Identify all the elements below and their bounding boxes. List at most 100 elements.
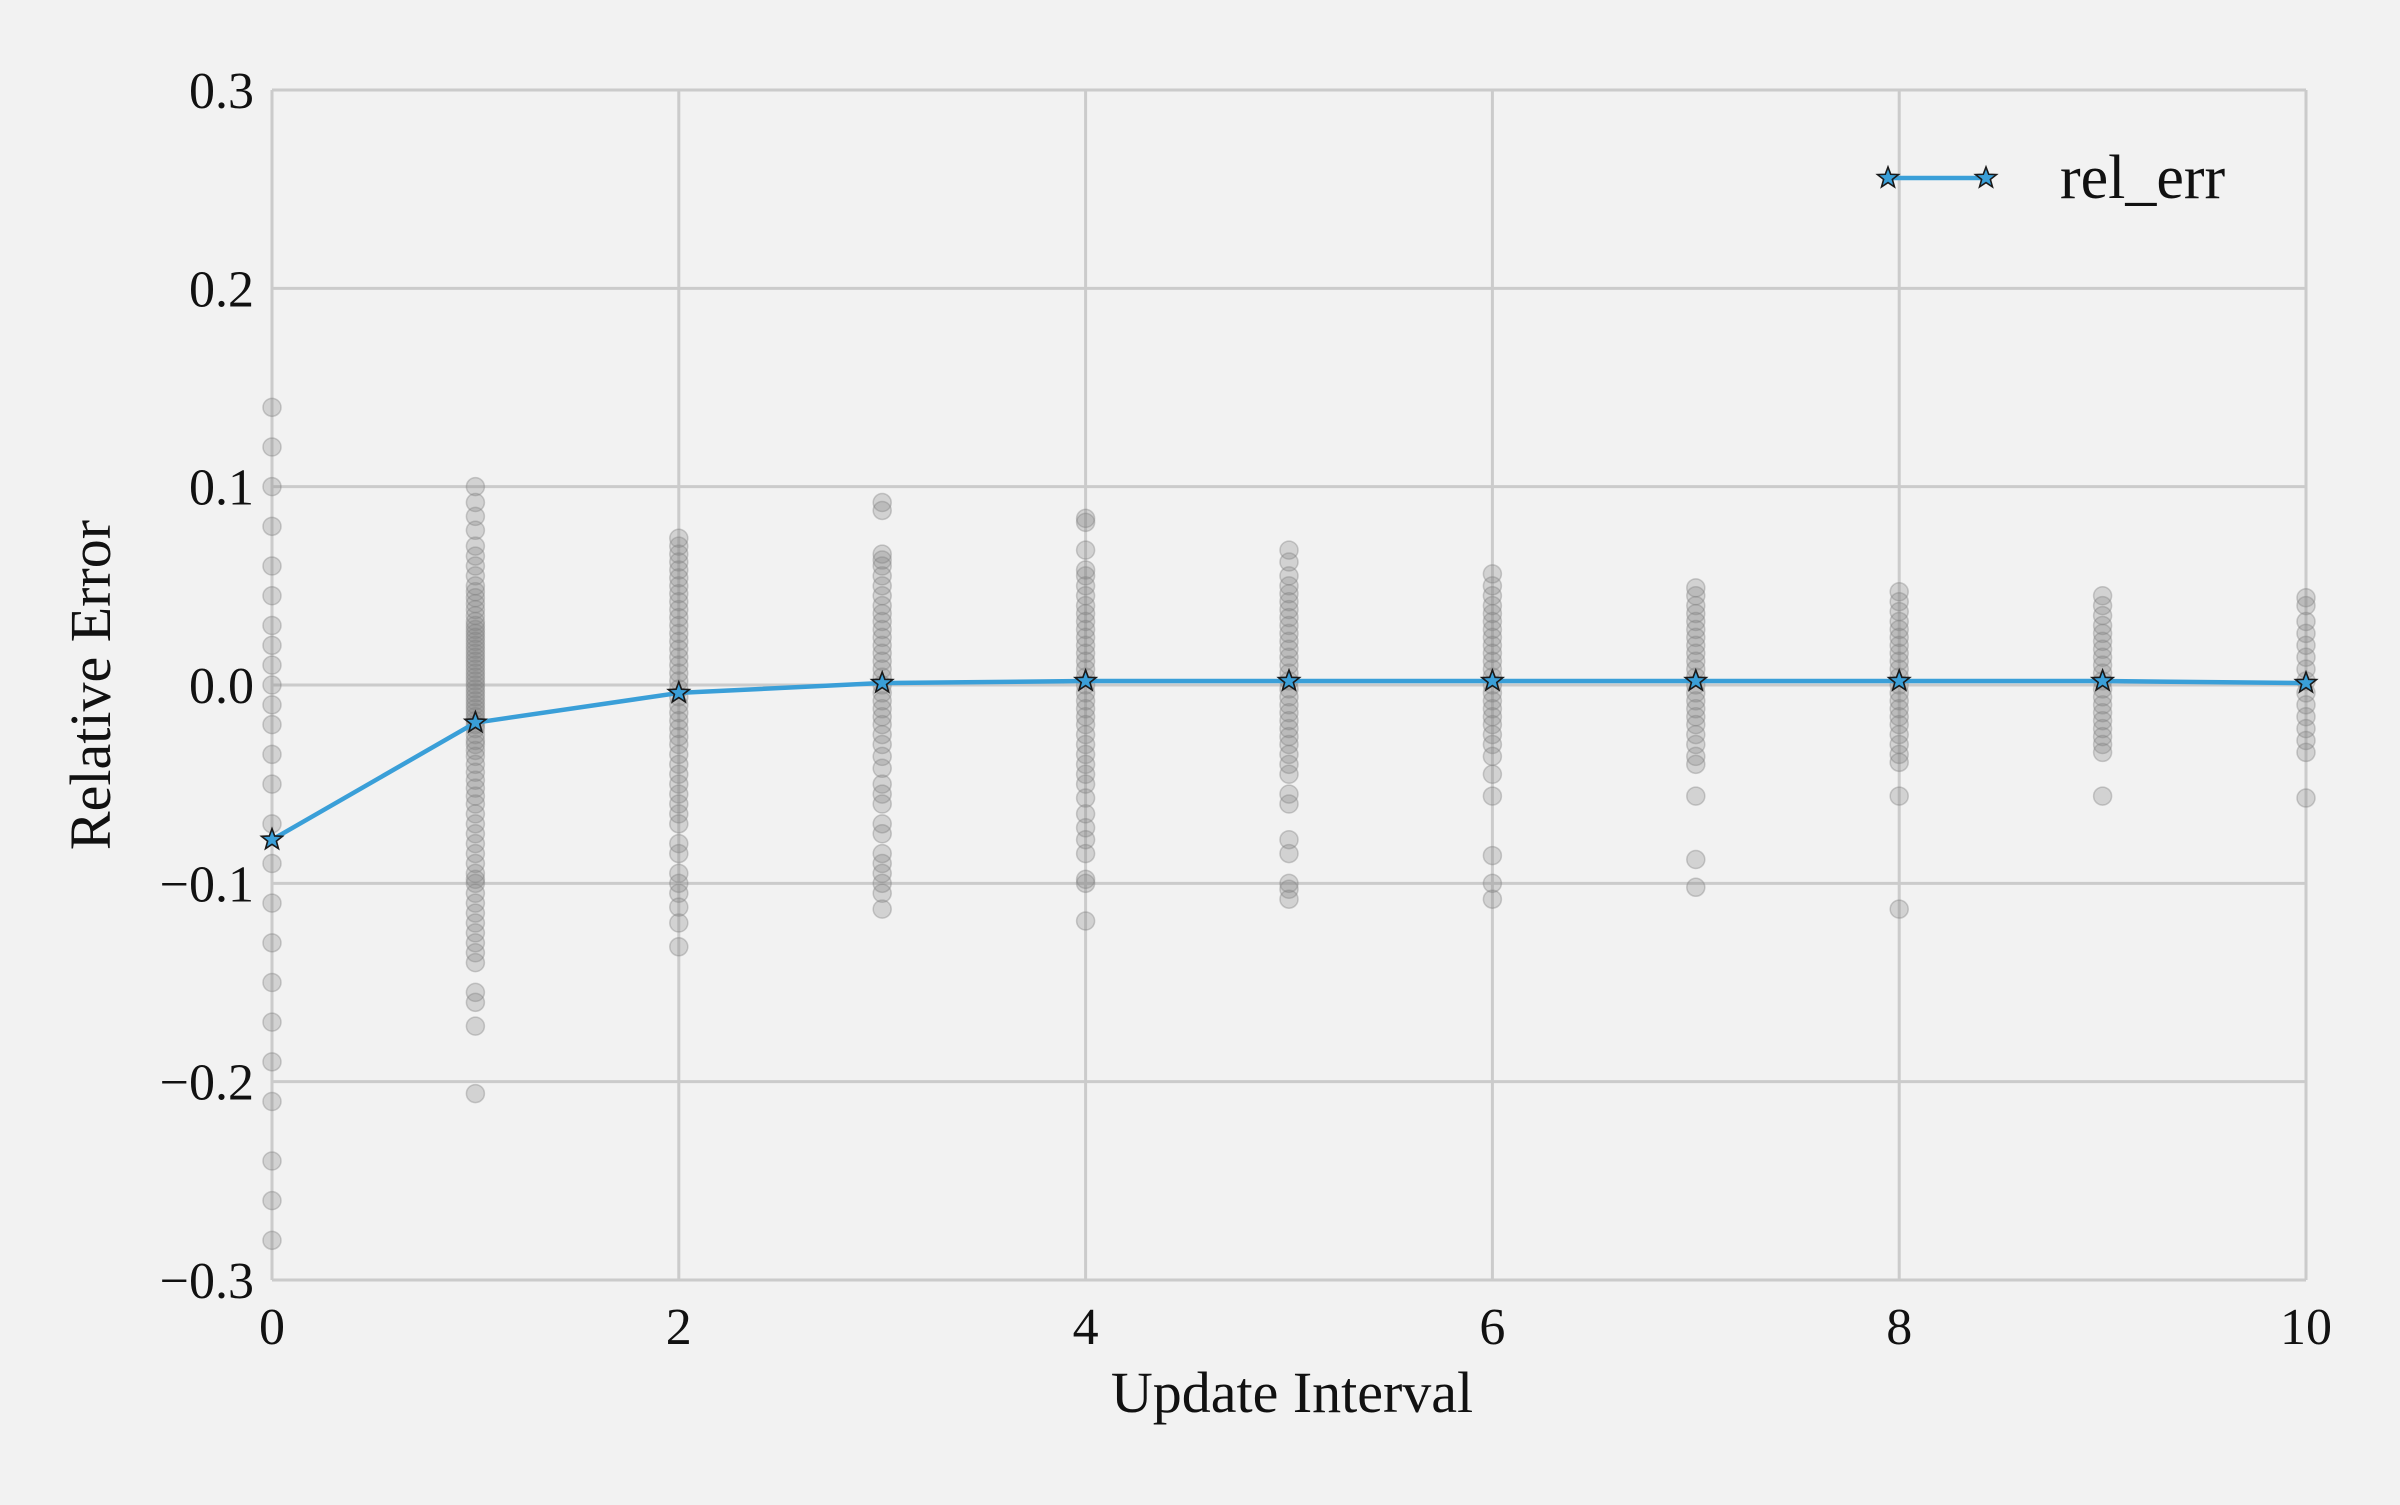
scatter-point-1-13 bbox=[465, 605, 486, 626]
scatter-point-9-1 bbox=[2092, 595, 2113, 616]
scatter-point-2-36 bbox=[669, 843, 689, 864]
scatter-point-2-4 bbox=[669, 560, 689, 580]
scatter-point-4-27 bbox=[1075, 764, 1096, 784]
scatter-point-0-12 bbox=[262, 744, 282, 765]
scatter-point-10-11 bbox=[2296, 718, 2316, 739]
scatter-point-8-6 bbox=[1889, 635, 1909, 656]
scatter-point-0-4 bbox=[262, 556, 282, 576]
scatter-point-1-7 bbox=[465, 566, 486, 586]
scatter-point-4-29 bbox=[1075, 788, 1096, 808]
y-tick-label-1: −0.2 bbox=[160, 1055, 254, 1112]
scatter-point-0-16 bbox=[262, 893, 282, 913]
scatter-point-1-44 bbox=[465, 734, 486, 755]
scatter-point-4-19 bbox=[1075, 691, 1096, 711]
scatter-point-3-6 bbox=[872, 576, 892, 596]
scatter-point-5-7 bbox=[1279, 607, 1299, 628]
scatter-point-4-13 bbox=[1075, 643, 1096, 664]
series-marker-5 bbox=[1276, 667, 1302, 692]
scatter-point-2-28 bbox=[669, 754, 689, 775]
scatter-point-10-9 bbox=[2296, 695, 2316, 715]
series-marker-0 bbox=[259, 826, 285, 851]
scatter-point-1-71 bbox=[465, 992, 486, 1013]
scatter-point-3-24 bbox=[872, 724, 892, 745]
scatter-point-6-22 bbox=[1482, 764, 1503, 784]
x-tick-label-5: 10 bbox=[2280, 1299, 2332, 1356]
scatter-point-7-22 bbox=[1686, 786, 1706, 806]
scatter-point-1-31 bbox=[465, 679, 486, 699]
scatter-point-10-3 bbox=[2296, 623, 2316, 644]
x-tick-label-1: 2 bbox=[666, 1299, 692, 1356]
scatter-point-1-12 bbox=[465, 599, 486, 620]
scatter-point-2-32 bbox=[669, 794, 689, 814]
y-tick-label-3: 0.0 bbox=[189, 658, 254, 715]
scatter-point-1-58 bbox=[465, 853, 486, 874]
legend: rel_err bbox=[1875, 144, 2226, 212]
scatter-point-3-20 bbox=[872, 691, 892, 711]
scatter-point-9-7 bbox=[2092, 647, 2113, 667]
scatter-point-2-14 bbox=[669, 639, 689, 660]
scatter-point-2-27 bbox=[669, 744, 689, 765]
scatter-point-4-21 bbox=[1075, 706, 1096, 727]
scatter-point-1-14 bbox=[465, 611, 486, 632]
scatter-point-5-2 bbox=[1279, 566, 1299, 586]
series-marker-9 bbox=[2089, 667, 2116, 692]
scatter-point-7-24 bbox=[1686, 877, 1706, 898]
scatter-point-9-14 bbox=[2092, 703, 2113, 723]
scatter-point-0-9 bbox=[262, 675, 282, 695]
scatter-point-4-35 bbox=[1075, 873, 1096, 894]
scatter-point-3-25 bbox=[872, 734, 892, 755]
scatter-point-6-0 bbox=[1482, 564, 1503, 584]
scatter-point-1-65 bbox=[465, 913, 486, 933]
scatter-point-2-3 bbox=[669, 552, 689, 572]
scatter-point-2-9 bbox=[669, 599, 689, 620]
legend-marker-left bbox=[1875, 164, 1901, 189]
scatter-point-1-21 bbox=[465, 639, 486, 660]
x-tick-label-4: 8 bbox=[1886, 1299, 1912, 1356]
scatter-point-1-1 bbox=[465, 492, 486, 513]
scatter-point-6-3 bbox=[1482, 595, 1503, 616]
scatter-point-3-0 bbox=[872, 492, 892, 513]
scatter-point-4-6 bbox=[1075, 586, 1096, 606]
scatter-point-3-26 bbox=[872, 746, 892, 767]
scatter-point-1-11 bbox=[465, 593, 486, 614]
scatter-point-2-5 bbox=[669, 568, 689, 588]
scatter-point-9-2 bbox=[2092, 605, 2113, 626]
scatter-point-0-19 bbox=[262, 1012, 282, 1032]
scatter-point-0-15 bbox=[262, 853, 282, 874]
scatter-point-6-9 bbox=[1482, 643, 1503, 664]
scatter-point-1-43 bbox=[465, 730, 486, 751]
scatter-point-6-16 bbox=[1482, 699, 1503, 719]
scatter-point-1-54 bbox=[465, 814, 486, 834]
scatter-point-3-3 bbox=[872, 550, 892, 570]
scatter-point-3-12 bbox=[872, 627, 892, 648]
scatter-point-5-6 bbox=[1279, 599, 1299, 620]
scatter-point-9-17 bbox=[2092, 726, 2113, 747]
scatter-point-5-18 bbox=[1279, 695, 1299, 715]
scatter-point-0-21 bbox=[262, 1091, 282, 1112]
scatter-point-1-63 bbox=[465, 893, 486, 913]
scatter-point-3-7 bbox=[872, 586, 892, 606]
scatter-point-5-4 bbox=[1279, 584, 1299, 604]
scatter-point-1-19 bbox=[465, 631, 486, 652]
scatter-point-9-15 bbox=[2092, 710, 2113, 731]
scatter-point-7-2 bbox=[1686, 595, 1706, 616]
scatter-point-3-30 bbox=[872, 794, 892, 814]
scatter-point-0-18 bbox=[262, 972, 282, 993]
scatter-point-4-0 bbox=[1075, 508, 1096, 529]
scatter-point-1-64 bbox=[465, 903, 486, 923]
scatter-point-5-29 bbox=[1279, 829, 1299, 850]
scatter-point-2-24 bbox=[669, 718, 689, 739]
scatter-point-1-53 bbox=[465, 804, 486, 824]
scatter-point-1-22 bbox=[465, 643, 486, 664]
scatter-point-1-15 bbox=[465, 615, 486, 636]
scatter-point-2-13 bbox=[669, 631, 689, 652]
scatter-point-1-33 bbox=[465, 687, 486, 707]
x-tick-label-0: 0 bbox=[259, 1299, 285, 1356]
scatter-point-7-3 bbox=[1686, 603, 1706, 624]
series-marker-7 bbox=[1683, 667, 1709, 692]
scatter-point-7-21 bbox=[1686, 754, 1706, 775]
scatter-point-9-4 bbox=[2092, 623, 2113, 644]
scatter-point-6-1 bbox=[1482, 576, 1503, 596]
scatter-point-2-11 bbox=[669, 615, 689, 636]
scatter-point-9-3 bbox=[2092, 615, 2113, 636]
